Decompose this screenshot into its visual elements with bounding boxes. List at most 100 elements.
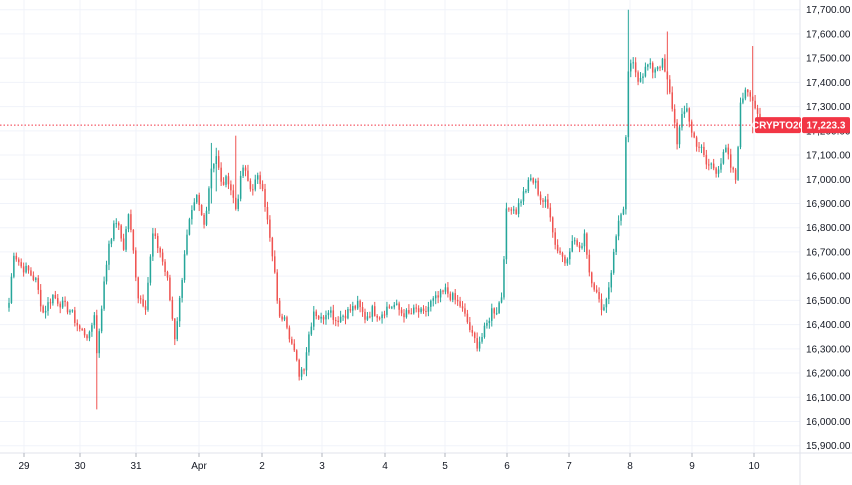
candle xyxy=(154,228,157,239)
candle xyxy=(417,305,420,318)
candle xyxy=(664,54,666,73)
y-axis[interactable]: 15,900.00 16,000.00 16,100.00 16,200.00 16,3… xyxy=(799,0,851,485)
candle xyxy=(15,252,18,262)
candle xyxy=(620,212,622,226)
candle xyxy=(47,297,49,316)
candle xyxy=(176,317,178,342)
candle xyxy=(291,336,293,345)
candle xyxy=(81,327,83,332)
candle xyxy=(644,62,647,78)
candle xyxy=(352,301,354,317)
candle xyxy=(413,304,415,315)
x-tick-label: 2 xyxy=(259,461,265,472)
candle xyxy=(156,233,159,254)
candle xyxy=(408,304,410,315)
candle xyxy=(295,349,298,362)
candle xyxy=(49,298,52,309)
candle xyxy=(200,204,203,216)
candle xyxy=(147,277,149,312)
candle xyxy=(690,119,693,138)
candle xyxy=(349,304,352,313)
candle xyxy=(186,229,188,256)
candle xyxy=(495,307,498,316)
candle xyxy=(722,149,725,165)
candle xyxy=(17,257,20,266)
candle xyxy=(622,206,625,216)
candle xyxy=(403,309,405,323)
candle xyxy=(432,296,435,307)
candle xyxy=(232,184,235,204)
x-tick-label: 3 xyxy=(319,461,325,472)
candle xyxy=(603,304,605,312)
candle xyxy=(410,308,413,315)
candle xyxy=(110,237,113,248)
candle xyxy=(293,339,296,352)
candle xyxy=(300,367,303,381)
candle xyxy=(471,325,474,337)
candle xyxy=(708,158,710,171)
x-tick-label: 7 xyxy=(566,461,572,472)
candle xyxy=(71,309,74,313)
candle xyxy=(503,255,505,300)
candle xyxy=(205,206,208,227)
candle xyxy=(483,322,486,339)
candle xyxy=(420,306,422,314)
candle xyxy=(434,291,437,305)
candle xyxy=(261,180,264,192)
candle xyxy=(566,257,569,266)
candle xyxy=(359,299,361,313)
candle xyxy=(181,277,183,303)
candle xyxy=(676,119,678,150)
current-price-badge: CRYPTO20 17,223.3 xyxy=(752,117,850,134)
x-tick-label: 8 xyxy=(627,461,633,472)
candle xyxy=(608,282,610,305)
candle xyxy=(108,240,110,271)
candle xyxy=(598,287,600,303)
candle xyxy=(39,284,42,312)
candle xyxy=(398,301,400,316)
candle xyxy=(303,368,305,375)
candle xyxy=(737,145,739,181)
candle xyxy=(327,310,330,320)
y-tick-label: 16,200.00 xyxy=(806,369,851,380)
candle xyxy=(712,158,715,171)
candle xyxy=(532,177,534,185)
x-axis[interactable]: 29 30 31 Apr 2 3 4 5 6 7 8 9 10 xyxy=(0,452,852,472)
candle xyxy=(137,276,139,304)
candle xyxy=(152,227,154,261)
y-tick-label: 16,100.00 xyxy=(806,393,851,404)
candle xyxy=(739,97,742,150)
candle xyxy=(669,75,671,95)
y-tick-label: 15,900.00 xyxy=(806,441,851,452)
candle xyxy=(100,305,103,334)
candle xyxy=(732,166,734,173)
candle xyxy=(235,135,237,211)
candle xyxy=(37,275,40,295)
candle xyxy=(588,249,591,277)
candle xyxy=(595,285,598,294)
candle xyxy=(649,58,652,69)
y-tick-label: 16,900.00 xyxy=(806,199,851,210)
candle xyxy=(91,322,93,337)
x-tick-label: 31 xyxy=(130,461,142,472)
candle xyxy=(425,305,427,317)
candle xyxy=(578,242,581,253)
candle xyxy=(520,199,522,207)
candle xyxy=(252,184,254,196)
candle xyxy=(215,147,218,192)
candle xyxy=(647,63,649,71)
candle xyxy=(615,234,617,255)
candle xyxy=(325,310,327,325)
candle xyxy=(52,294,54,306)
candle xyxy=(361,302,364,317)
candle xyxy=(105,260,108,285)
y-tick-label: 17,700.00 xyxy=(806,5,851,16)
candle xyxy=(269,215,271,242)
candle xyxy=(734,167,737,184)
candle xyxy=(571,235,574,253)
candle xyxy=(510,207,513,215)
y-tick-label: 17,000.00 xyxy=(806,175,851,186)
candle xyxy=(195,194,198,205)
candle xyxy=(332,304,335,325)
